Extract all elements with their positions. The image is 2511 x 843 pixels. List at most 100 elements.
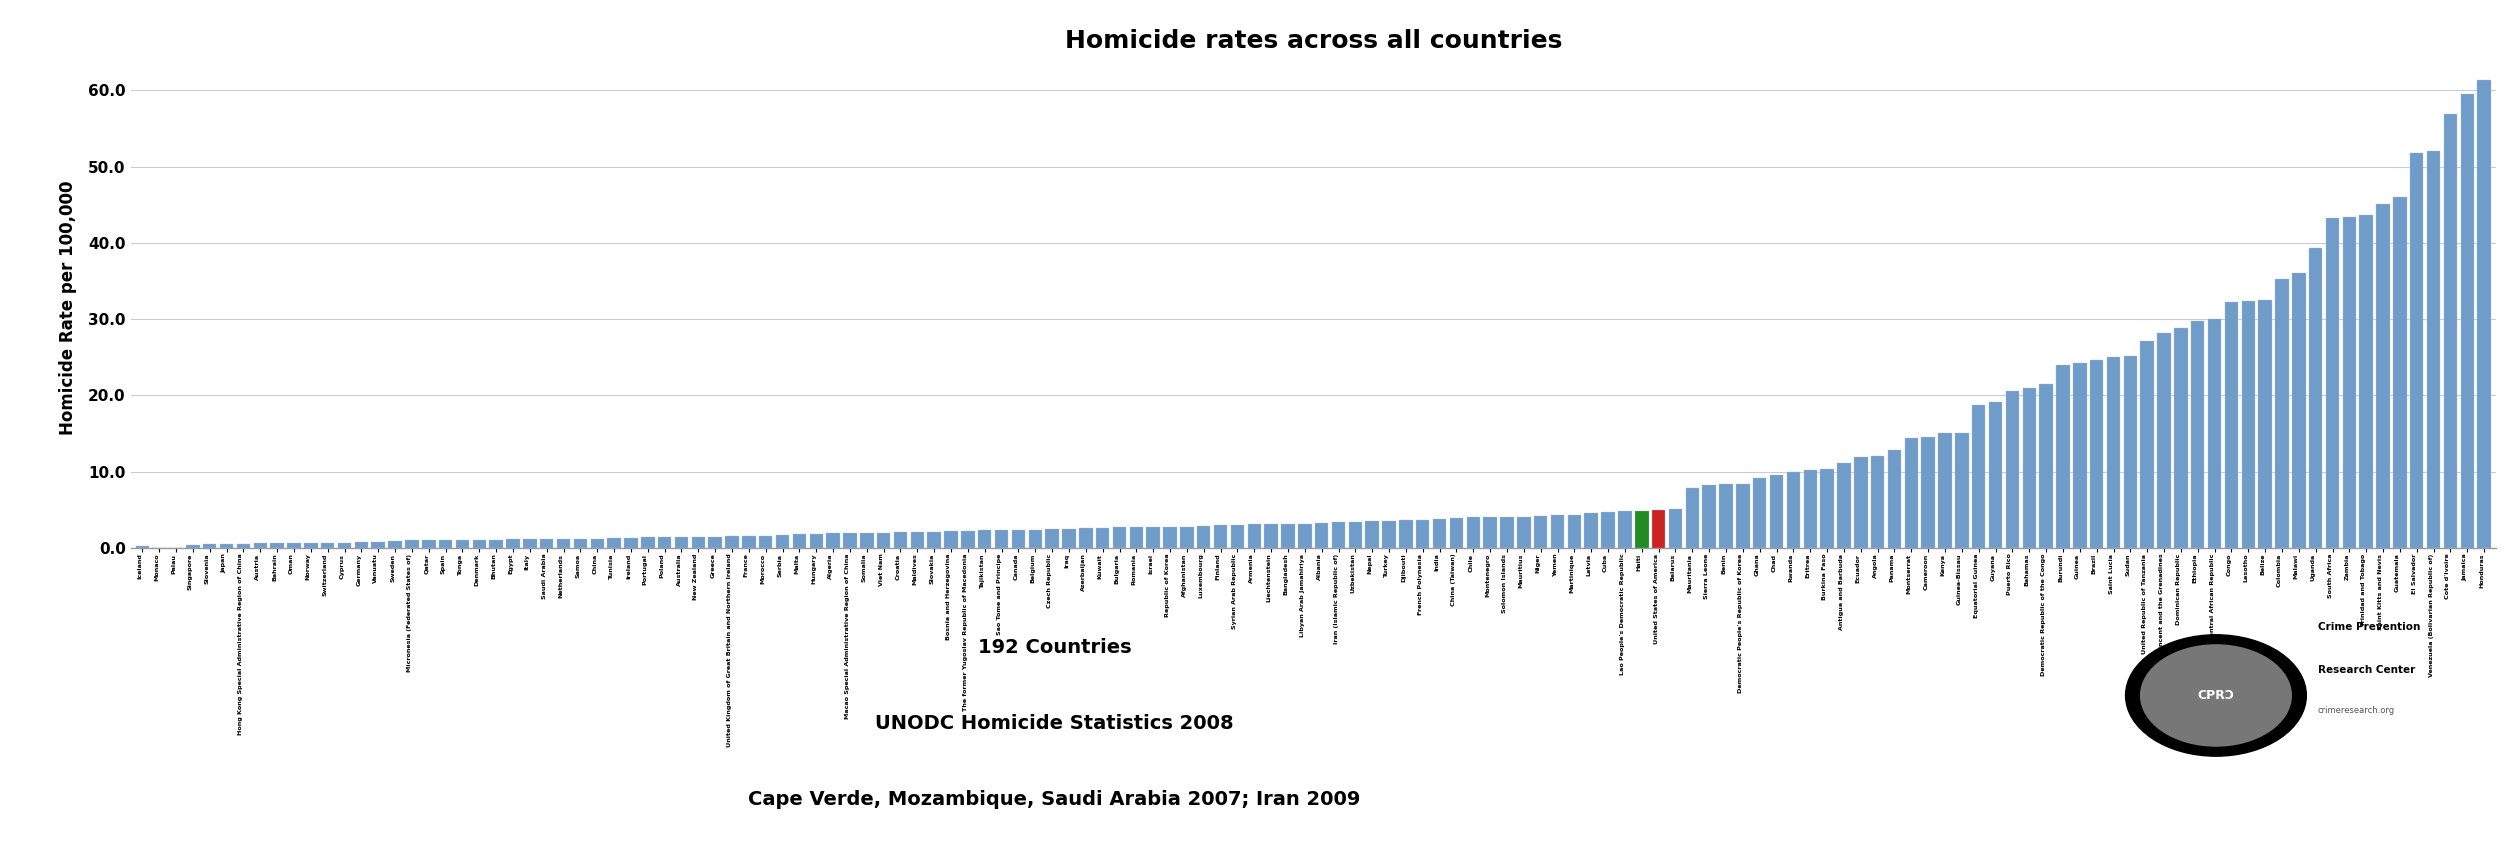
- Text: Research Center: Research Center: [2318, 665, 2416, 675]
- Bar: [726, 536, 738, 548]
- Bar: [809, 534, 824, 548]
- Bar: [2257, 300, 2272, 548]
- Bar: [2157, 333, 2172, 548]
- Bar: [1484, 518, 1497, 548]
- Bar: [758, 536, 773, 548]
- Bar: [1466, 518, 1479, 548]
- Bar: [2461, 94, 2473, 548]
- Bar: [354, 542, 369, 548]
- Bar: [962, 531, 974, 548]
- Bar: [404, 540, 419, 548]
- Bar: [2225, 303, 2237, 548]
- Bar: [2310, 248, 2323, 548]
- Bar: [136, 545, 148, 548]
- Bar: [1198, 526, 1210, 548]
- Bar: [2343, 217, 2355, 548]
- Text: UNODC Homicide Statistics 2008: UNODC Homicide Statistics 2008: [876, 714, 1233, 733]
- Bar: [2107, 357, 2119, 548]
- Title: Homicide rates across all countries: Homicide rates across all countries: [1065, 29, 1562, 53]
- Bar: [490, 540, 502, 548]
- Bar: [1331, 522, 1346, 548]
- Bar: [372, 542, 384, 548]
- Bar: [1366, 521, 1379, 548]
- Bar: [2360, 215, 2373, 548]
- Bar: [691, 536, 706, 548]
- Bar: [1788, 472, 1800, 548]
- Bar: [876, 533, 891, 548]
- Bar: [2293, 272, 2305, 548]
- Bar: [1956, 432, 1969, 548]
- Bar: [321, 543, 334, 548]
- Bar: [1517, 517, 1532, 548]
- Bar: [339, 543, 352, 548]
- Bar: [1871, 456, 1883, 548]
- Bar: [793, 534, 806, 548]
- Bar: [1906, 438, 1918, 548]
- Bar: [439, 540, 452, 548]
- Bar: [1685, 488, 1700, 548]
- Bar: [1348, 522, 1361, 548]
- Bar: [2275, 280, 2288, 548]
- Bar: [271, 544, 284, 548]
- Bar: [1163, 527, 1178, 548]
- Bar: [2192, 320, 2205, 548]
- Bar: [1635, 511, 1650, 548]
- Bar: [1534, 516, 1547, 548]
- Bar: [2124, 356, 2137, 548]
- Bar: [1180, 527, 1193, 548]
- Bar: [1434, 519, 1446, 548]
- Bar: [522, 539, 537, 548]
- Bar: [625, 538, 638, 548]
- Bar: [221, 544, 234, 548]
- Bar: [1499, 517, 1514, 548]
- Bar: [658, 537, 670, 548]
- Bar: [640, 537, 655, 548]
- Bar: [1449, 518, 1464, 548]
- Bar: [2242, 301, 2255, 548]
- Bar: [927, 532, 942, 548]
- Bar: [1938, 432, 1951, 548]
- Bar: [2393, 197, 2406, 548]
- Bar: [2375, 204, 2390, 548]
- Bar: [590, 539, 605, 548]
- Bar: [1820, 470, 1833, 548]
- Circle shape: [2139, 645, 2290, 746]
- Bar: [1552, 515, 1564, 548]
- Bar: [1030, 529, 1042, 548]
- Bar: [2057, 365, 2069, 548]
- Bar: [2443, 114, 2458, 548]
- Bar: [1416, 520, 1429, 548]
- Bar: [977, 530, 992, 548]
- Bar: [1213, 525, 1228, 548]
- Bar: [472, 540, 487, 548]
- Bar: [894, 532, 906, 548]
- Bar: [1584, 513, 1597, 548]
- Text: 192 Countries: 192 Countries: [977, 638, 1132, 658]
- Bar: [1652, 510, 1665, 548]
- Bar: [1853, 457, 1868, 548]
- Bar: [844, 533, 856, 548]
- Bar: [1617, 512, 1632, 548]
- Bar: [2175, 328, 2187, 548]
- Bar: [2325, 218, 2340, 548]
- Bar: [286, 544, 301, 548]
- Bar: [2021, 388, 2036, 548]
- Bar: [1298, 524, 1311, 548]
- Bar: [422, 540, 434, 548]
- Y-axis label: Homicide Rate per 100,000: Homicide Rate per 100,000: [58, 180, 78, 435]
- Bar: [1971, 405, 1986, 548]
- Bar: [1720, 484, 1733, 548]
- Bar: [203, 544, 216, 548]
- Text: Crime Prevention: Crime Prevention: [2318, 622, 2421, 632]
- Bar: [2089, 360, 2104, 548]
- Bar: [1281, 524, 1296, 548]
- Bar: [911, 532, 924, 548]
- Bar: [1567, 515, 1582, 548]
- Bar: [2139, 341, 2154, 548]
- Bar: [1316, 523, 1328, 548]
- Bar: [1230, 525, 1243, 548]
- Circle shape: [2124, 635, 2308, 756]
- Bar: [1921, 437, 1936, 548]
- Bar: [389, 541, 402, 548]
- Bar: [1702, 486, 1715, 548]
